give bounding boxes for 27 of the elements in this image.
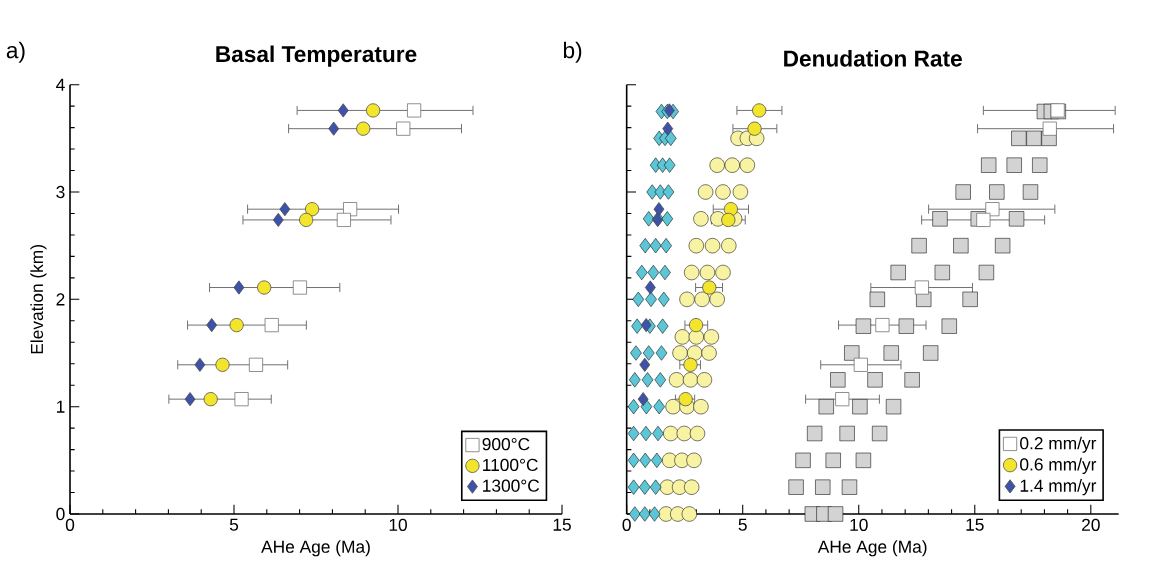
legend-label: 1100°C bbox=[483, 458, 538, 472]
y-axis-title: Elevation (km) bbox=[30, 245, 47, 354]
text: a) bbox=[6, 41, 25, 63]
text: b) bbox=[563, 41, 582, 63]
y-tick-label: 1 bbox=[56, 400, 65, 413]
legend-label: 0.6 mm/yr bbox=[1020, 457, 1097, 475]
x-tick-label: 5 bbox=[738, 518, 747, 531]
x-tick-label: 0 bbox=[622, 518, 631, 531]
y-tick-label: 3 bbox=[56, 185, 65, 199]
x-tick-label: 0 bbox=[65, 518, 75, 531]
legend-label: 1.4 mm/yr bbox=[1020, 479, 1097, 496]
y-tick-label: 4 bbox=[56, 78, 65, 91]
x-tick-label: 10 bbox=[389, 518, 407, 531]
x-axis-title: AHe Age (Ma) bbox=[261, 540, 370, 557]
legend-label: 900°C bbox=[482, 438, 530, 451]
legend-label: 0.2 mm/yr bbox=[1020, 436, 1097, 453]
y-tick-label: 2 bbox=[56, 293, 65, 306]
x-tick-label: 20 bbox=[1082, 518, 1100, 531]
x-axis-title: AHe Age (Ma) bbox=[817, 540, 927, 557]
chart-title: Basal Temperature bbox=[216, 45, 417, 67]
x-tick-label: 10 bbox=[850, 518, 868, 531]
y-tick-label: 0 bbox=[56, 507, 65, 521]
legend-label: 1300°C bbox=[483, 479, 540, 492]
x-tick-label: 5 bbox=[229, 518, 239, 531]
chart-title: Denudation Rate bbox=[784, 49, 962, 67]
x-tick-label: 15 bbox=[966, 518, 984, 531]
x-tick-label: 15 bbox=[553, 518, 571, 531]
